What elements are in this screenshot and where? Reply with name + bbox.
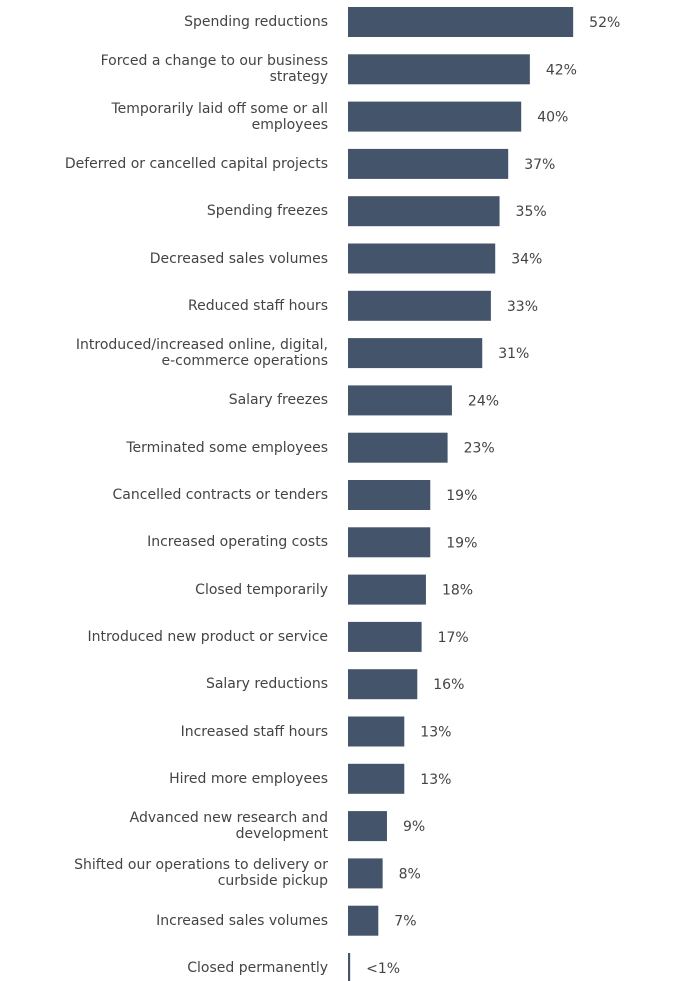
category-label: Reduced staff hours <box>188 297 328 314</box>
category-label: Spending reductions <box>184 14 328 30</box>
category-label: Cancelled contracts or tenders <box>112 487 328 503</box>
value-label: 24% <box>468 393 499 409</box>
category-label: Closed permanently <box>187 960 328 976</box>
bar <box>348 101 522 132</box>
bar <box>348 480 431 510</box>
bar <box>348 148 509 179</box>
value-label: 8% <box>399 866 421 882</box>
bar <box>348 669 418 700</box>
value-label: 33% <box>507 299 538 315</box>
category-label: Salary reductions <box>205 676 328 693</box>
bar <box>348 811 387 842</box>
value-label: 35% <box>516 204 547 220</box>
category-label: Forced a change to our business strategy <box>100 53 328 86</box>
bar <box>348 574 426 605</box>
category-label: Introduced new product or service <box>87 628 328 645</box>
category-label: Salary freezes <box>228 392 328 409</box>
value-label: 34% <box>511 252 542 268</box>
value-label: 13% <box>420 725 451 741</box>
bar <box>348 290 491 321</box>
bar <box>348 338 483 369</box>
value-label: 7% <box>394 914 416 930</box>
bar <box>348 716 405 747</box>
bar <box>348 527 431 558</box>
value-label: <1% <box>366 961 400 977</box>
value-label: 18% <box>442 583 473 599</box>
category-label: Deferred or cancelled capital projects <box>64 155 328 172</box>
category-label: Shifted our operations to delivery or cu… <box>74 857 328 890</box>
value-label: 23% <box>464 441 495 457</box>
category-label: Hired more employees <box>169 770 328 787</box>
bar <box>348 385 452 416</box>
bar <box>348 621 422 652</box>
value-label: 16% <box>433 677 464 693</box>
category-label: Spending freezes <box>206 203 328 220</box>
bar <box>348 905 379 936</box>
category-label: Temporarily laid off some or all employe… <box>111 100 328 133</box>
bar <box>348 432 448 463</box>
category-label: Introduced/increased online, digital, e-… <box>75 337 328 370</box>
bar <box>348 858 383 889</box>
category-label: Advanced new research and development <box>129 810 328 843</box>
value-label: 13% <box>420 772 451 788</box>
bar <box>348 953 351 981</box>
value-label: 17% <box>438 630 469 646</box>
value-label: 52% <box>589 15 620 31</box>
bar <box>348 7 574 37</box>
bar <box>348 54 530 85</box>
value-label: 19% <box>446 535 477 551</box>
category-label: Decreased sales volumes <box>149 250 328 267</box>
category-label: Increased sales volumes <box>156 912 328 929</box>
bar <box>348 763 405 794</box>
value-label: 19% <box>446 488 477 504</box>
value-label: 40% <box>537 110 568 126</box>
value-label: 31% <box>498 346 529 362</box>
category-label: Increased staff hours <box>180 723 328 740</box>
value-label: 9% <box>403 819 425 835</box>
category-label: Closed temporarily <box>195 581 328 598</box>
category-label: Increased operating costs <box>147 534 328 551</box>
bar <box>348 196 500 227</box>
value-label: 37% <box>524 157 555 173</box>
bar <box>348 243 496 274</box>
value-label: 42% <box>546 62 577 78</box>
category-label: Terminated some employees <box>126 439 328 456</box>
